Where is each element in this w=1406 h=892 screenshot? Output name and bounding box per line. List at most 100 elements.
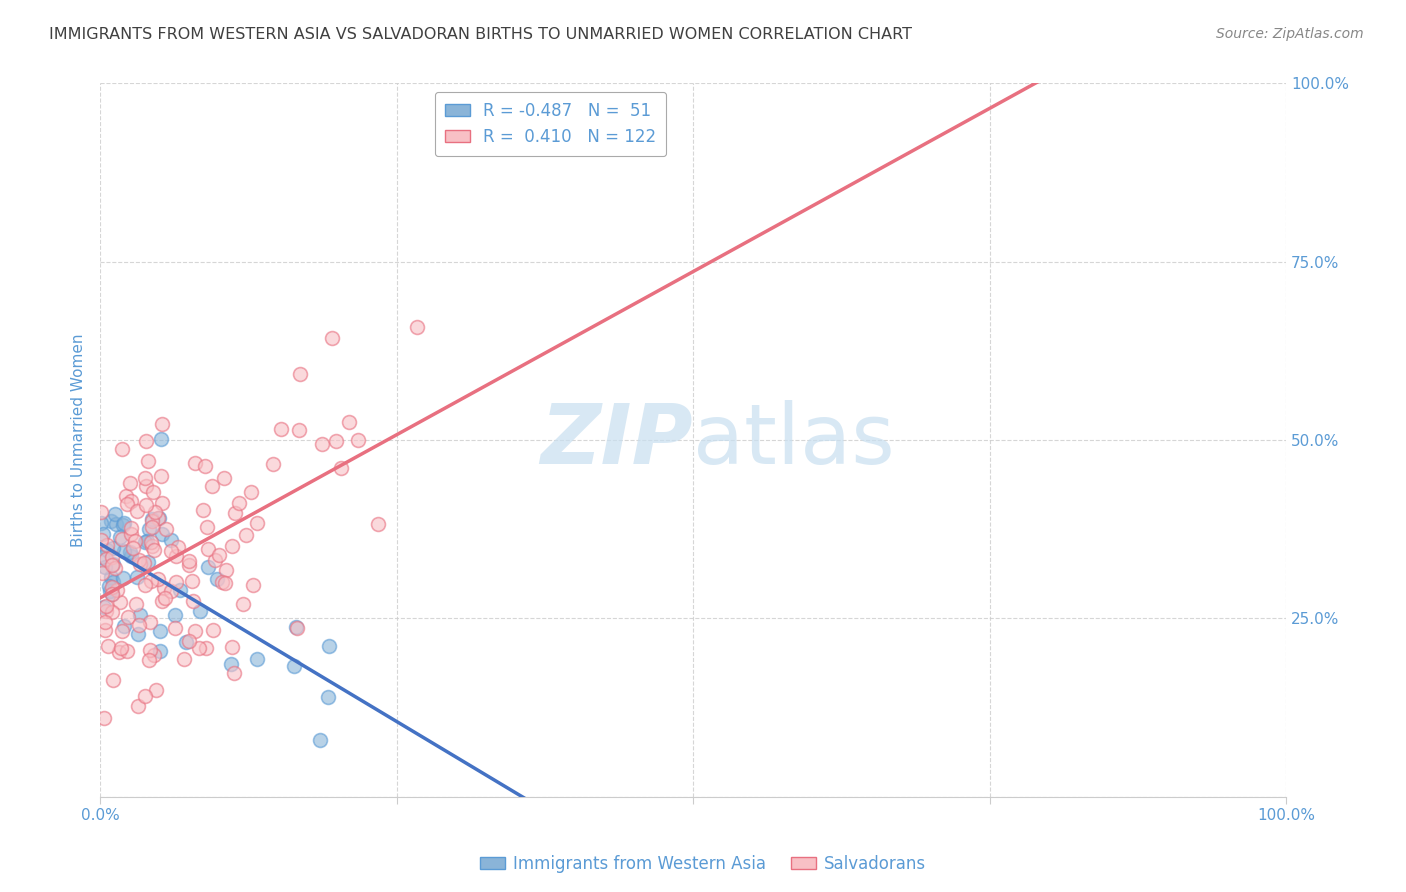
Point [127, 627, 149, 641]
Point [221, 657, 243, 671]
Point [150, 496, 173, 510]
Point [141, 520, 163, 534]
Point [160, 544, 183, 558]
Point [321, 331, 343, 345]
Point [128, 553, 150, 567]
Point [141, 514, 163, 528]
Point [115, 490, 138, 504]
Point [134, 578, 156, 592]
Point [150, 433, 173, 447]
Point [215, 563, 238, 577]
Point [134, 556, 156, 570]
Point [91, 527, 114, 541]
Point [270, 422, 292, 436]
Point [142, 542, 165, 557]
Point [174, 635, 197, 649]
Point [367, 516, 389, 531]
Point [150, 417, 173, 431]
Point [311, 436, 333, 450]
Point [96, 543, 118, 558]
Point [104, 561, 127, 575]
Point [103, 574, 125, 589]
Point [104, 507, 127, 521]
Point [163, 621, 186, 635]
Point [100, 514, 122, 528]
Point [212, 471, 235, 485]
Point [101, 550, 124, 565]
Point [105, 582, 128, 597]
Point [232, 597, 254, 611]
Point [118, 476, 141, 491]
Point [222, 665, 245, 680]
Point [179, 634, 201, 648]
Point [337, 415, 360, 429]
Point [103, 541, 125, 555]
Point [128, 618, 150, 632]
Point [138, 522, 160, 536]
Point [150, 468, 173, 483]
Point [288, 423, 311, 437]
Point [101, 587, 124, 601]
Point [128, 608, 150, 623]
Point [211, 575, 233, 590]
Point [173, 651, 195, 665]
Point [143, 505, 166, 519]
Point [104, 517, 127, 532]
Point [112, 516, 135, 530]
Point [124, 533, 146, 548]
Text: Source: ZipAtlas.com: Source: ZipAtlas.com [1216, 27, 1364, 41]
Point [100, 570, 122, 584]
Point [114, 543, 136, 558]
Point [205, 572, 228, 586]
Point [90, 505, 112, 519]
Point [330, 460, 353, 475]
Point [96, 538, 118, 552]
Point [91, 566, 114, 580]
Point [283, 659, 305, 673]
Point [115, 644, 138, 658]
Point [111, 517, 134, 532]
Point [108, 644, 131, 658]
Point [221, 640, 243, 654]
Point [262, 458, 284, 472]
Point [139, 643, 162, 657]
Point [135, 499, 157, 513]
Point [134, 535, 156, 549]
Point [288, 367, 311, 381]
Point [120, 521, 142, 535]
Point [180, 574, 202, 589]
Point [93, 624, 115, 638]
Point [201, 479, 224, 493]
Point [94, 599, 117, 613]
Point [100, 558, 122, 573]
Point [242, 578, 264, 592]
Point [221, 539, 243, 553]
Point [101, 580, 124, 594]
Point [150, 526, 173, 541]
Point [125, 597, 148, 611]
Point [101, 587, 124, 601]
Legend: Immigrants from Western Asia, Salvadorans: Immigrants from Western Asia, Salvadoran… [472, 848, 934, 880]
Point [160, 533, 183, 547]
Point [285, 621, 308, 635]
Point [153, 591, 176, 605]
Point [347, 433, 370, 447]
Point [101, 605, 124, 619]
Point [179, 554, 201, 568]
Point [153, 582, 176, 596]
Point [183, 594, 205, 608]
Point [191, 503, 214, 517]
Point [96, 551, 118, 566]
Point [146, 511, 169, 525]
Point [142, 485, 165, 500]
Point [93, 710, 115, 724]
Point [325, 434, 347, 448]
Point [93, 600, 115, 615]
Point [103, 673, 125, 687]
Point [139, 615, 162, 629]
Point [97, 639, 120, 653]
Text: IMMIGRANTS FROM WESTERN ASIA VS SALVADORAN BIRTHS TO UNMARRIED WOMEN CORRELATION: IMMIGRANTS FROM WESTERN ASIA VS SALVADOR… [49, 27, 912, 42]
Point [90, 516, 112, 530]
Point [165, 608, 187, 623]
Point [115, 498, 138, 512]
